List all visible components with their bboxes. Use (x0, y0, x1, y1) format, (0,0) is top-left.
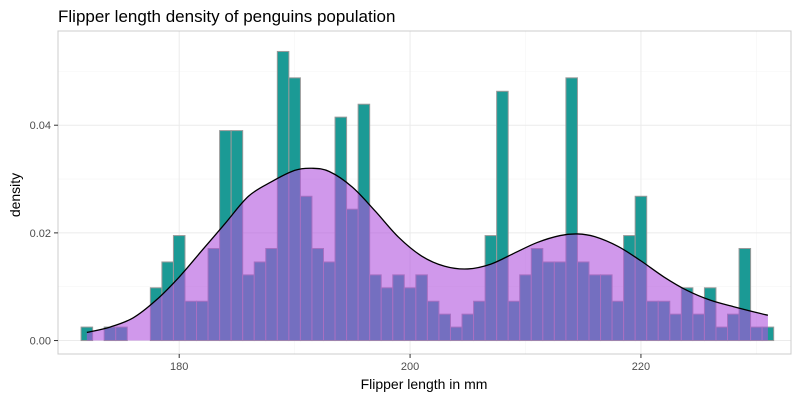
x-tick-label: 200 (401, 361, 419, 373)
density-area (86, 168, 768, 341)
y-tick-label: 0.00 (30, 336, 51, 348)
x-tick-label: 180 (170, 361, 188, 373)
y-axis-ticks: 0.00 0.02 0.04 (30, 120, 58, 348)
y-axis-title: density (7, 173, 23, 217)
x-tick-label: 220 (632, 361, 650, 373)
x-axis-title: Flipper length in mm (361, 376, 488, 392)
panel-border (57, 30, 792, 355)
y-tick-label: 0.04 (30, 120, 51, 132)
density-line (86, 167, 769, 334)
y-tick-label: 0.02 (30, 228, 51, 240)
x-axis-ticks: 180 200 220 (170, 354, 650, 373)
histogram-bar (496, 90, 509, 342)
chart-title: Flipper length density of penguins popul… (58, 7, 395, 26)
